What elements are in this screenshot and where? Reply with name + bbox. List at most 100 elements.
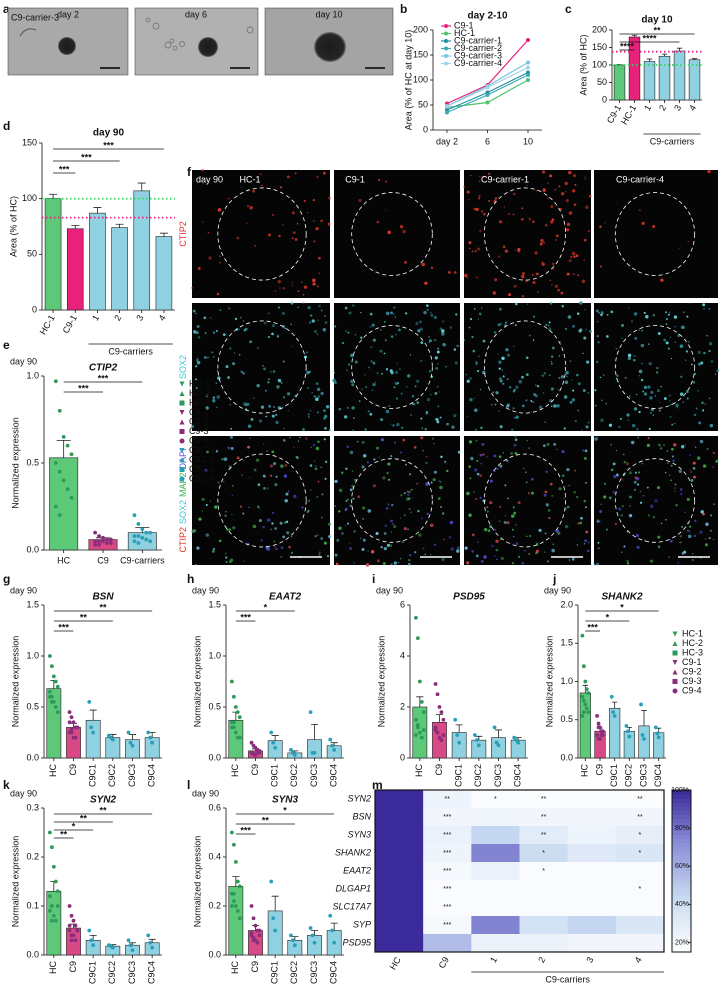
cell	[262, 364, 264, 367]
heatmap-cell	[567, 790, 617, 809]
cell	[388, 404, 391, 408]
micrograph	[334, 436, 460, 565]
cell	[361, 440, 365, 444]
cell	[224, 510, 227, 513]
data-point	[308, 710, 313, 714]
cell	[532, 280, 536, 285]
cell	[549, 482, 553, 486]
data-point	[71, 918, 76, 923]
cell	[246, 222, 248, 224]
cell	[550, 302, 553, 305]
data-point	[310, 933, 315, 938]
cell	[696, 456, 701, 460]
y-tick-label: 0.5	[208, 701, 221, 711]
cell	[320, 309, 323, 312]
cell	[520, 274, 525, 279]
cell	[386, 471, 389, 475]
cell	[663, 397, 667, 400]
cell	[568, 484, 570, 487]
cell	[465, 373, 468, 376]
cell	[595, 360, 599, 364]
significance-label: *	[283, 805, 287, 815]
cell	[671, 455, 675, 458]
cell	[580, 516, 583, 520]
heatmap-cell	[375, 934, 424, 953]
cell	[469, 318, 473, 321]
error-bar	[93, 207, 102, 214]
cell	[608, 423, 613, 427]
cell	[584, 506, 587, 509]
row-label-part: DAPI	[178, 448, 188, 469]
cell	[526, 356, 529, 360]
data-point	[584, 706, 589, 711]
colorbar-label: 40%	[675, 901, 689, 908]
cell	[665, 323, 668, 325]
cell	[207, 232, 209, 234]
cell	[353, 530, 356, 533]
cell	[542, 188, 546, 192]
cell	[483, 528, 488, 532]
cell	[328, 429, 332, 432]
cell	[274, 483, 278, 487]
x-tick-label: C9C2	[624, 764, 634, 787]
cell	[265, 415, 268, 418]
cell	[380, 438, 385, 442]
error-bar	[691, 58, 698, 60]
cell	[474, 408, 478, 412]
cell	[629, 495, 632, 499]
cell	[275, 420, 279, 425]
cell	[302, 428, 305, 431]
cell	[633, 407, 638, 411]
y-tick-label: 2	[400, 701, 405, 711]
cell	[488, 199, 491, 203]
cell	[551, 218, 555, 222]
data-point	[65, 487, 70, 491]
data-point	[273, 745, 278, 750]
cell	[239, 316, 242, 319]
cell	[550, 205, 554, 208]
marker	[485, 100, 490, 105]
colorbar-step	[672, 891, 691, 896]
data-point	[257, 928, 262, 933]
cell	[498, 220, 503, 224]
cell	[568, 259, 572, 263]
y-tick-label: 4	[400, 650, 405, 660]
cell	[526, 439, 529, 442]
cell	[285, 520, 289, 523]
cell	[633, 488, 637, 491]
cell	[489, 479, 493, 483]
cell	[521, 294, 525, 298]
data-point	[251, 752, 256, 756]
cell	[307, 306, 311, 310]
cell	[307, 499, 311, 502]
data-point	[435, 692, 440, 697]
data-point	[414, 733, 418, 737]
day-label: day 90	[196, 174, 223, 184]
cell	[205, 533, 210, 537]
cell	[665, 317, 668, 321]
cell	[587, 230, 590, 232]
marker	[672, 650, 678, 656]
cell	[680, 325, 685, 330]
cell	[426, 308, 429, 311]
bar	[228, 886, 244, 956]
cell	[344, 525, 346, 527]
significance-label: ****	[620, 41, 635, 51]
cell	[585, 482, 587, 484]
cell	[498, 377, 503, 381]
heatmap-cell	[615, 844, 665, 863]
y-tick-label: 0.5	[560, 714, 573, 724]
cell	[291, 237, 294, 240]
cell	[383, 320, 386, 323]
cell	[249, 340, 253, 344]
cell	[665, 311, 668, 314]
cell	[312, 278, 316, 283]
cell	[325, 405, 330, 409]
cell	[667, 347, 670, 350]
cell	[399, 557, 402, 560]
cell	[204, 332, 207, 335]
marker	[526, 65, 530, 70]
cell	[543, 372, 546, 375]
cell	[306, 211, 309, 214]
row-label: DLGAP1	[335, 883, 371, 893]
